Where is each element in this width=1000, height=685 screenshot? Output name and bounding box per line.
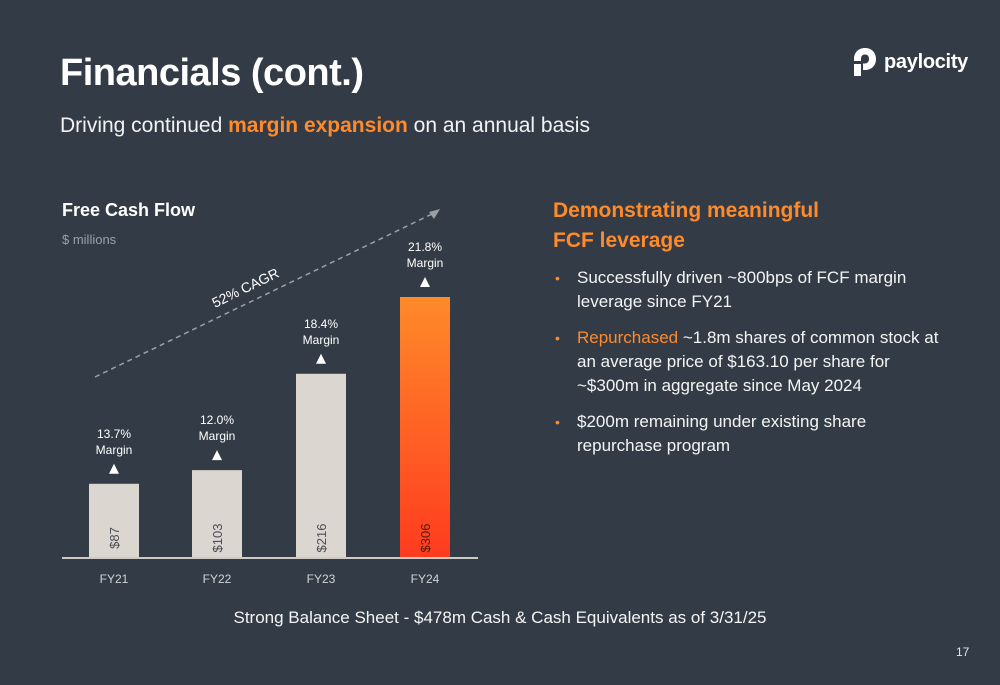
bullet-dot-icon: •	[555, 270, 560, 286]
bullet-list: • Successfully driven ~800bps of FCF marg…	[553, 266, 953, 470]
chart-title: Free Cash Flow	[62, 200, 196, 220]
slide-title: Financials (cont.)	[60, 52, 364, 94]
margin-pct-label: 21.8%	[408, 240, 442, 254]
bar-fy24	[400, 297, 450, 558]
x-tick-label: FY24	[411, 572, 440, 586]
bar-value-label: $87	[107, 527, 122, 549]
right-title-line2: FCF leverage	[553, 229, 685, 252]
subtitle-highlight: margin expansion	[228, 114, 408, 137]
margin-word-label: Margin	[96, 443, 133, 457]
bullet-dot-icon: •	[555, 330, 560, 346]
paylocity-logo: paylocity	[852, 47, 968, 77]
margin-up-arrow-icon	[212, 450, 222, 461]
bar-fy22	[192, 470, 242, 558]
bullet-text: ~1.8m shares of common stock at an avera…	[577, 328, 939, 395]
margin-up-arrow-icon	[316, 353, 326, 364]
margin-pct-label: 13.7%	[97, 427, 131, 441]
bar-value-label: $103	[210, 524, 225, 553]
x-tick-label: FY23	[307, 572, 336, 586]
bars-group: $87 FY21 13.7% Margin $103 FY22 12.0% Margin $21…	[89, 240, 450, 586]
subtitle-text-pre: Driving continued	[60, 114, 229, 137]
x-tick-label: FY22	[203, 572, 232, 586]
bullet-item: • Repurchased ~1.8m shares of common stoc…	[553, 326, 953, 398]
bullet-text: Successfully driven ~800bps of FCF margi…	[577, 268, 907, 311]
margin-up-arrow-icon	[420, 277, 430, 287]
footer-note: Strong Balance Sheet - $478m Cash & Cash…	[233, 608, 767, 627]
right-title-line1: Demonstrating meaningful	[553, 199, 820, 222]
logo-text: paylocity	[884, 50, 968, 73]
bullet-highlight: Repurchased	[577, 328, 679, 347]
margin-word-label: Margin	[199, 429, 236, 443]
subtitle-text-post: on an annual basis	[407, 114, 590, 137]
margin-pct-label: 18.4%	[304, 317, 338, 331]
paylocity-logo-icon	[854, 48, 876, 76]
page-number: 17	[956, 645, 970, 659]
cagr-label: 52% CAGR	[209, 265, 281, 311]
chart-subtitle: $ millions	[62, 232, 117, 247]
bullet-text: $200m remaining under existing share rep…	[577, 412, 867, 455]
bullet-item: • $200m remaining under existing share re…	[553, 410, 953, 458]
bar-value-label: $216	[314, 524, 329, 553]
margin-word-label: Margin	[407, 256, 444, 270]
cagr-arrow-line	[94, 213, 433, 378]
bar-fy21	[89, 483, 139, 558]
margin-word-label: Margin	[303, 333, 340, 347]
bar-fy23	[296, 373, 346, 558]
right-title: Demonstrating meaningful FCF leverage	[553, 196, 819, 256]
cagr-arrow-head	[429, 209, 440, 219]
margin-pct-label: 12.0%	[200, 413, 234, 427]
x-tick-label: FY21	[100, 572, 129, 586]
margin-up-arrow-icon	[109, 463, 119, 474]
bullet-item: • Successfully driven ~800bps of FCF marg…	[553, 266, 953, 314]
bullet-dot-icon: •	[555, 414, 560, 430]
bar-value-label: $306	[418, 524, 433, 553]
slide-subtitle: Driving continued margin expansion on an…	[60, 114, 590, 138]
